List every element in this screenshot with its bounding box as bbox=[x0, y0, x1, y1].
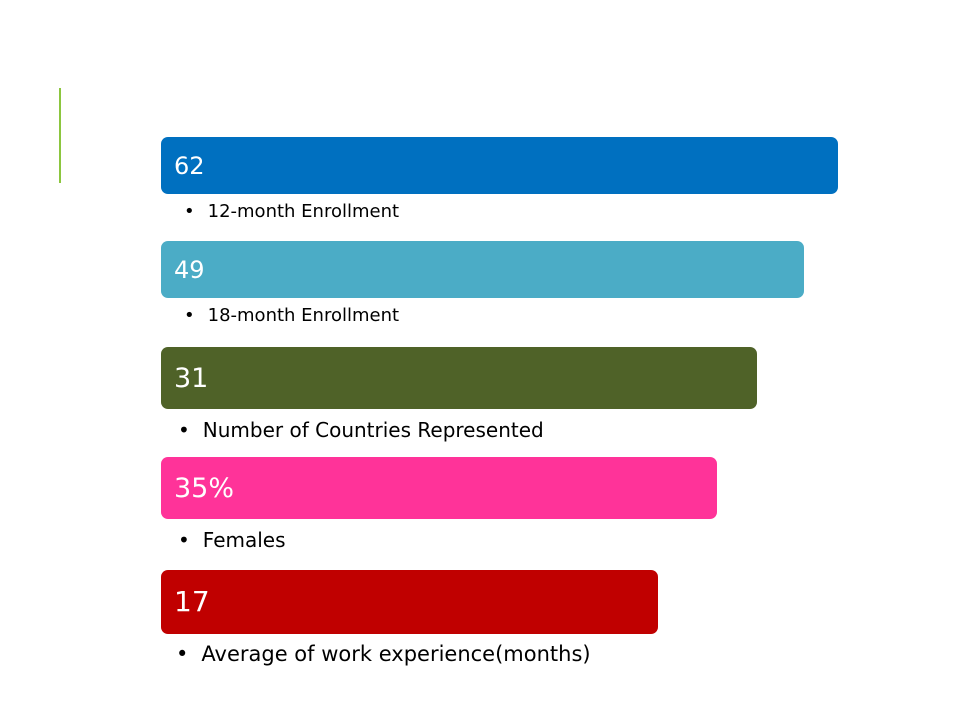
stat-label-12-month-enrollment: • 12-month Enrollment bbox=[184, 203, 399, 221]
stat-label-females: • Females bbox=[178, 530, 286, 550]
bullet-icon: • bbox=[178, 528, 190, 552]
stat-bar-countries-represented: 31 bbox=[161, 347, 757, 409]
stat-value: 31 bbox=[174, 362, 209, 394]
stat-label-text: Number of Countries Represented bbox=[202, 418, 544, 442]
bullet-icon: • bbox=[178, 418, 190, 442]
stat-bar-females: 35% bbox=[161, 457, 717, 519]
stat-label-work-experience: • Average of work experience(months) bbox=[176, 644, 591, 665]
stat-label-countries-represented: • Number of Countries Represented bbox=[178, 420, 544, 440]
stat-value: 49 bbox=[174, 255, 205, 284]
stat-value: 17 bbox=[174, 585, 210, 618]
stat-label-text: 12-month Enrollment bbox=[207, 201, 400, 222]
stat-value: 35% bbox=[174, 472, 235, 504]
bullet-icon: • bbox=[184, 305, 195, 326]
stat-label-text: Average of work experience(months) bbox=[201, 642, 591, 666]
stat-label-18-month-enrollment: • 18-month Enrollment bbox=[184, 307, 399, 325]
stat-bar-work-experience: 17 bbox=[161, 570, 658, 634]
bullet-icon: • bbox=[176, 642, 189, 666]
stat-bar-12-month-enrollment: 62 bbox=[161, 137, 838, 194]
stat-label-text: 18-month Enrollment bbox=[207, 305, 400, 326]
stat-value: 62 bbox=[174, 151, 205, 180]
accent-line bbox=[59, 88, 61, 183]
stat-label-text: Females bbox=[202, 528, 286, 552]
stat-bar-18-month-enrollment: 49 bbox=[161, 241, 804, 298]
bullet-icon: • bbox=[184, 201, 195, 222]
